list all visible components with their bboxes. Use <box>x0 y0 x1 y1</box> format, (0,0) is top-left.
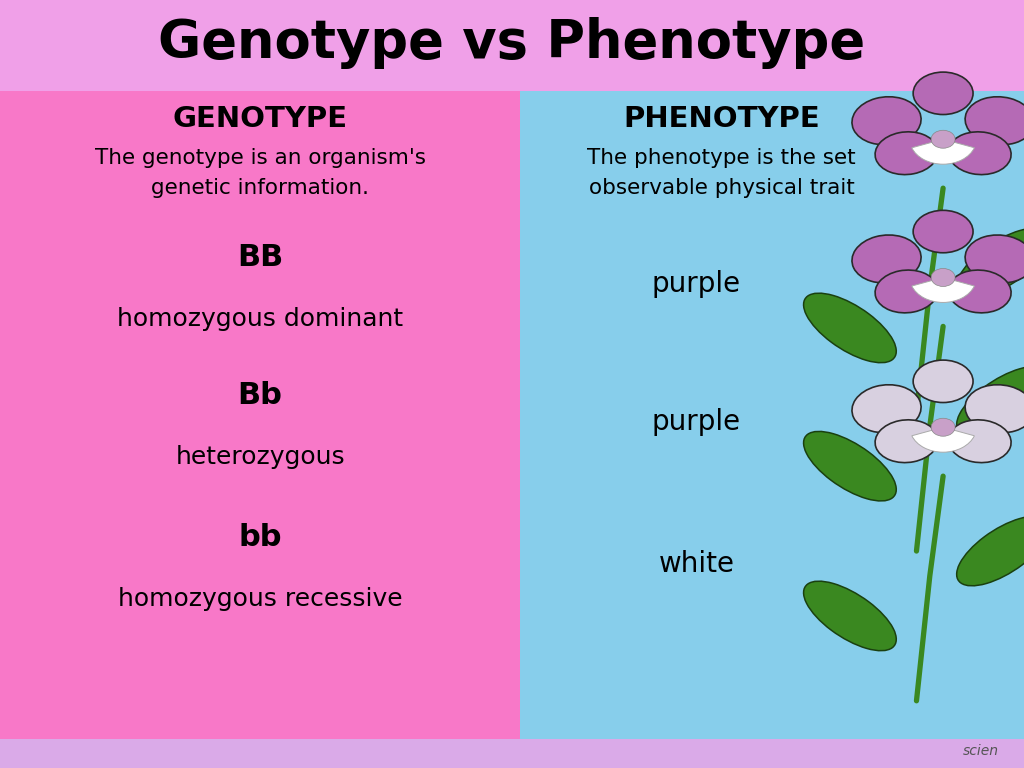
Ellipse shape <box>913 210 973 253</box>
Ellipse shape <box>956 366 1024 436</box>
Wedge shape <box>911 139 975 164</box>
Bar <box>0 91 520 768</box>
Ellipse shape <box>876 270 938 313</box>
Wedge shape <box>911 427 975 452</box>
Text: bb: bb <box>239 523 282 552</box>
Ellipse shape <box>804 432 896 501</box>
Ellipse shape <box>876 132 938 174</box>
Text: BB: BB <box>237 243 284 272</box>
Text: Bb: Bb <box>238 381 283 410</box>
Ellipse shape <box>965 235 1024 283</box>
Circle shape <box>931 269 955 286</box>
Circle shape <box>931 131 955 148</box>
Ellipse shape <box>852 385 922 433</box>
Ellipse shape <box>876 420 938 462</box>
Text: homozygous dominant: homozygous dominant <box>117 306 403 331</box>
Ellipse shape <box>804 293 896 362</box>
Text: white: white <box>658 551 734 578</box>
Ellipse shape <box>956 228 1024 298</box>
Text: purple: purple <box>652 270 741 298</box>
Ellipse shape <box>948 270 1011 313</box>
Circle shape <box>931 419 955 436</box>
Bar <box>520 91 1024 768</box>
Text: homozygous recessive: homozygous recessive <box>118 587 402 611</box>
Ellipse shape <box>804 581 896 650</box>
Text: GENOTYPE: GENOTYPE <box>172 105 348 133</box>
Ellipse shape <box>913 360 973 402</box>
Text: purple: purple <box>652 409 741 436</box>
Ellipse shape <box>965 97 1024 145</box>
Ellipse shape <box>948 132 1011 174</box>
Ellipse shape <box>948 420 1011 462</box>
Ellipse shape <box>852 97 922 145</box>
Text: The phenotype is the set
observable physical trait: The phenotype is the set observable phys… <box>588 148 856 197</box>
Text: scien: scien <box>963 744 998 758</box>
Wedge shape <box>911 277 975 303</box>
Ellipse shape <box>852 235 922 283</box>
Ellipse shape <box>956 516 1024 586</box>
Bar <box>0 739 1024 768</box>
Text: The genotype is an organism's
genetic information.: The genotype is an organism's genetic in… <box>94 148 426 197</box>
Ellipse shape <box>965 385 1024 433</box>
Ellipse shape <box>913 72 973 114</box>
Text: heterozygous: heterozygous <box>175 445 345 469</box>
Text: PHENOTYPE: PHENOTYPE <box>624 105 820 133</box>
Text: Genotype vs Phenotype: Genotype vs Phenotype <box>159 17 865 69</box>
